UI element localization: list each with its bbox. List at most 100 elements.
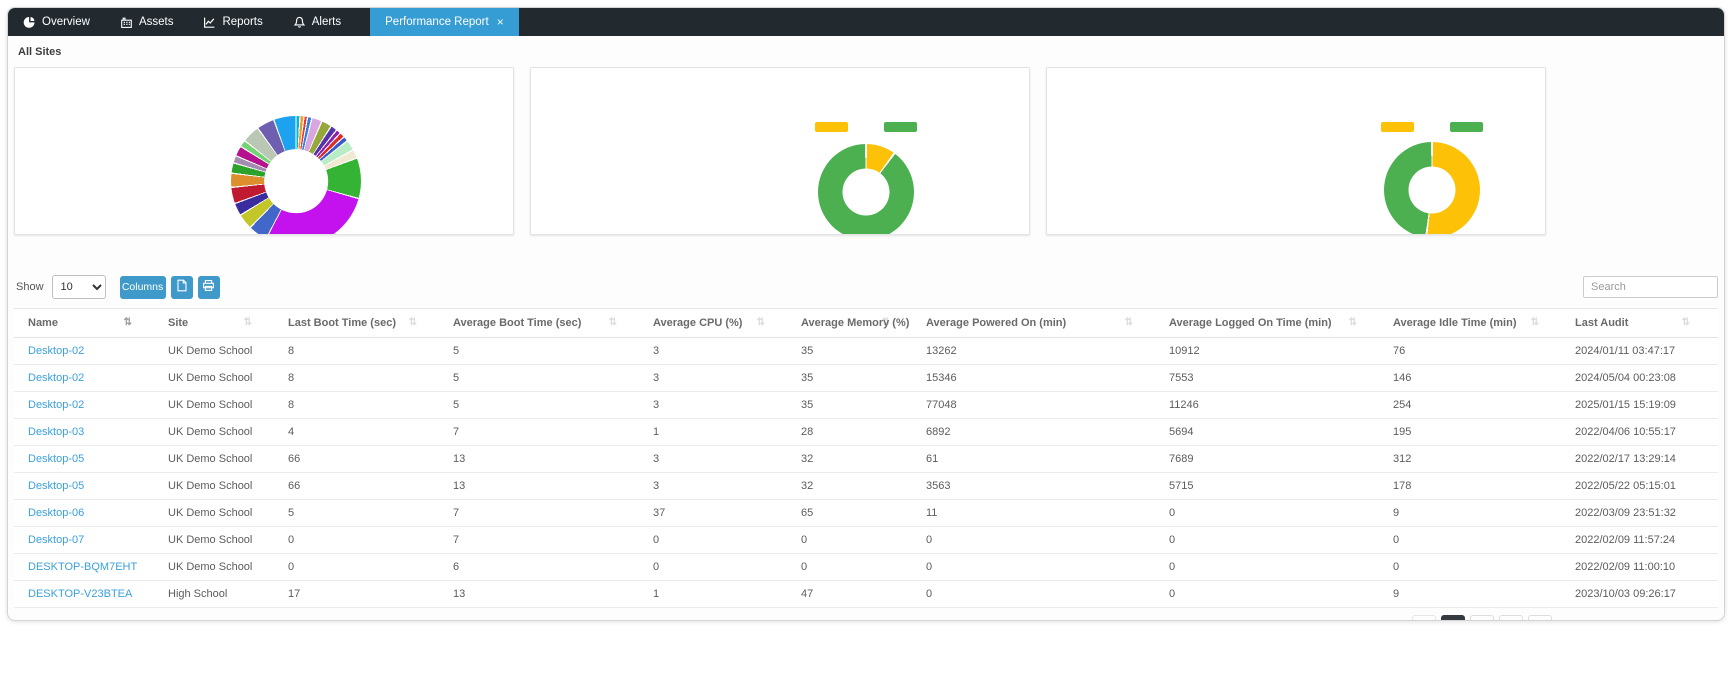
printer-icon xyxy=(202,279,215,295)
column-label: Name xyxy=(28,317,58,329)
donut-chart[interactable] xyxy=(818,144,914,234)
table-row: Desktop-02 UK Demo School 8 5 3 35 77048 11246 2… xyxy=(14,391,1718,419)
cell-name: DESKTOP-V23BTEA xyxy=(14,580,160,608)
cell-value: 0 xyxy=(645,553,793,581)
cell-value: 66 xyxy=(280,445,445,473)
cell-value: 13 xyxy=(445,580,645,608)
legend-swatch[interactable] xyxy=(884,122,917,132)
page-size-select[interactable]: 10 xyxy=(51,275,106,299)
device-link[interactable]: Desktop-05 xyxy=(28,480,85,492)
cell-value: 32 xyxy=(793,445,918,473)
donut-hole xyxy=(264,149,328,213)
columns-button[interactable]: Columns xyxy=(119,275,166,299)
cell-value: 65 xyxy=(793,499,918,527)
sort-icon: ⇅ xyxy=(608,317,617,328)
cell-value: 0 xyxy=(1161,580,1385,608)
cell-value: 5 xyxy=(445,337,645,365)
cell-value: 195 xyxy=(1385,418,1567,446)
tab-performance-report[interactable]: Performance Report × xyxy=(370,8,519,36)
pagination-page-button[interactable]: 2 xyxy=(1470,615,1494,620)
cell-value: 0 xyxy=(1161,499,1385,527)
cell-value: 4 xyxy=(280,418,445,446)
device-link[interactable]: DESKTOP-BQM7EHT xyxy=(28,561,138,573)
nav-item-reports[interactable]: Reports xyxy=(188,8,277,36)
nav-item-overview[interactable]: Overview xyxy=(8,8,105,36)
building-icon xyxy=(120,16,133,29)
table-row: Desktop-05 UK Demo School 66 13 3 32 61 7689 312… xyxy=(14,445,1718,473)
cell-value: UK Demo School xyxy=(160,472,280,500)
sort-icon: ⇅ xyxy=(1530,317,1539,328)
column-header-name[interactable]: ⇅ Name xyxy=(14,308,160,338)
column-header-last-boot-time-sec[interactable]: ⇅ Last Boot Time (sec) xyxy=(280,308,445,338)
device-link[interactable]: Desktop-02 xyxy=(28,399,85,411)
cell-value: 5715 xyxy=(1161,472,1385,500)
cell-value: 0 xyxy=(1385,526,1567,554)
cell-value: 13 xyxy=(445,472,645,500)
device-link[interactable]: DESKTOP-V23BTEA xyxy=(28,588,133,600)
column-header-site[interactable]: ⇅ Site xyxy=(160,308,280,338)
cell-value: 8 xyxy=(280,364,445,392)
show-label: Show xyxy=(16,281,44,293)
cell-value: 0 xyxy=(1385,553,1567,581)
cell-value: 2022/04/06 10:55:17 xyxy=(1567,418,1718,446)
export-file-button[interactable] xyxy=(170,275,193,299)
pagination-prev-button[interactable]: < xyxy=(1412,615,1436,620)
cell-value: 2025/01/15 15:19:09 xyxy=(1567,391,1718,419)
device-link[interactable]: Desktop-06 xyxy=(28,507,85,519)
cell-value: 3 xyxy=(645,364,793,392)
cell-value: 8 xyxy=(280,391,445,419)
column-header-average-powered-on-min[interactable]: ⇅ Average Powered On (min) xyxy=(918,308,1161,338)
donut-chart[interactable] xyxy=(231,116,361,234)
pagination-next-button[interactable]: > xyxy=(1528,615,1552,620)
app-window: Overview Assets Reports xyxy=(7,7,1725,621)
table-row: Desktop-02 UK Demo School 8 5 3 35 13262 10912 7… xyxy=(14,337,1718,365)
column-label: Average Powered On (min) xyxy=(926,317,1067,329)
legend-swatch[interactable] xyxy=(1450,122,1483,132)
column-header-average-logged-on-time-min[interactable]: ⇅ Average Logged On Time (min) xyxy=(1161,308,1385,338)
device-link[interactable]: Desktop-05 xyxy=(28,453,85,465)
cell-name: DESKTOP-BQM7EHT xyxy=(14,553,160,581)
pagination-page-button[interactable]: 1 xyxy=(1441,615,1465,620)
column-header-last-audit[interactable]: ⇅ Last Audit xyxy=(1567,308,1718,338)
sort-icon: ⇅ xyxy=(881,317,890,328)
cell-value: 1 xyxy=(645,418,793,446)
main-content: All Sites Show 10 Columns xyxy=(8,46,1724,620)
device-link[interactable]: Desktop-03 xyxy=(28,426,85,438)
nav-item-label: Assets xyxy=(138,16,174,28)
column-header-average-boot-time-sec[interactable]: ⇅ Average Boot Time (sec) xyxy=(445,308,645,338)
cell-value: 7 xyxy=(445,499,645,527)
device-link[interactable]: Desktop-02 xyxy=(28,345,85,357)
cell-value: 13262 xyxy=(918,337,1161,365)
nav-item-label: Reports xyxy=(222,16,263,28)
line-chart-icon xyxy=(203,16,216,29)
column-header-average-cpu[interactable]: ⇅ Average CPU (%) xyxy=(645,308,793,338)
pagination-page-button[interactable]: 3 xyxy=(1499,615,1523,620)
cell-value: 7 xyxy=(445,418,645,446)
nav-item-label: Overview xyxy=(42,16,90,28)
cell-value: 5694 xyxy=(1161,418,1385,446)
sort-icon: ⇅ xyxy=(243,317,252,328)
device-link[interactable]: Desktop-07 xyxy=(28,534,85,546)
cell-value: 1 xyxy=(645,580,793,608)
device-link[interactable]: Desktop-02 xyxy=(28,372,85,384)
nav-item-alerts[interactable]: Alerts xyxy=(278,8,356,36)
legend-swatch[interactable] xyxy=(815,122,848,132)
donut-chart[interactable] xyxy=(1384,142,1480,234)
table-row: Desktop-05 UK Demo School 66 13 3 32 3563 5715 1… xyxy=(14,472,1718,500)
cell-name: Desktop-05 xyxy=(14,445,160,473)
close-icon[interactable]: × xyxy=(496,15,504,29)
column-header-average-idle-time-min[interactable]: ⇅ Average Idle Time (min) xyxy=(1385,308,1567,338)
print-button[interactable] xyxy=(197,275,220,299)
cell-value: 61 xyxy=(918,445,1161,473)
search-input[interactable] xyxy=(1583,276,1718,298)
cell-value: 0 xyxy=(793,526,918,554)
legend-swatch[interactable] xyxy=(1381,122,1414,132)
cell-value: 2023/10/03 09:26:17 xyxy=(1567,580,1718,608)
cell-value: UK Demo School xyxy=(160,364,280,392)
nav-item-assets[interactable]: Assets xyxy=(105,8,189,36)
column-header-average-memory[interactable]: ⇅ Average Memory (%) xyxy=(793,308,918,338)
table-row: DESKTOP-V23BTEA High School 17 13 1 47 0 0 9 2023… xyxy=(14,580,1718,608)
cell-value: 35 xyxy=(793,337,918,365)
cell-value: 35 xyxy=(793,391,918,419)
column-label: Average Boot Time (sec) xyxy=(453,317,582,329)
